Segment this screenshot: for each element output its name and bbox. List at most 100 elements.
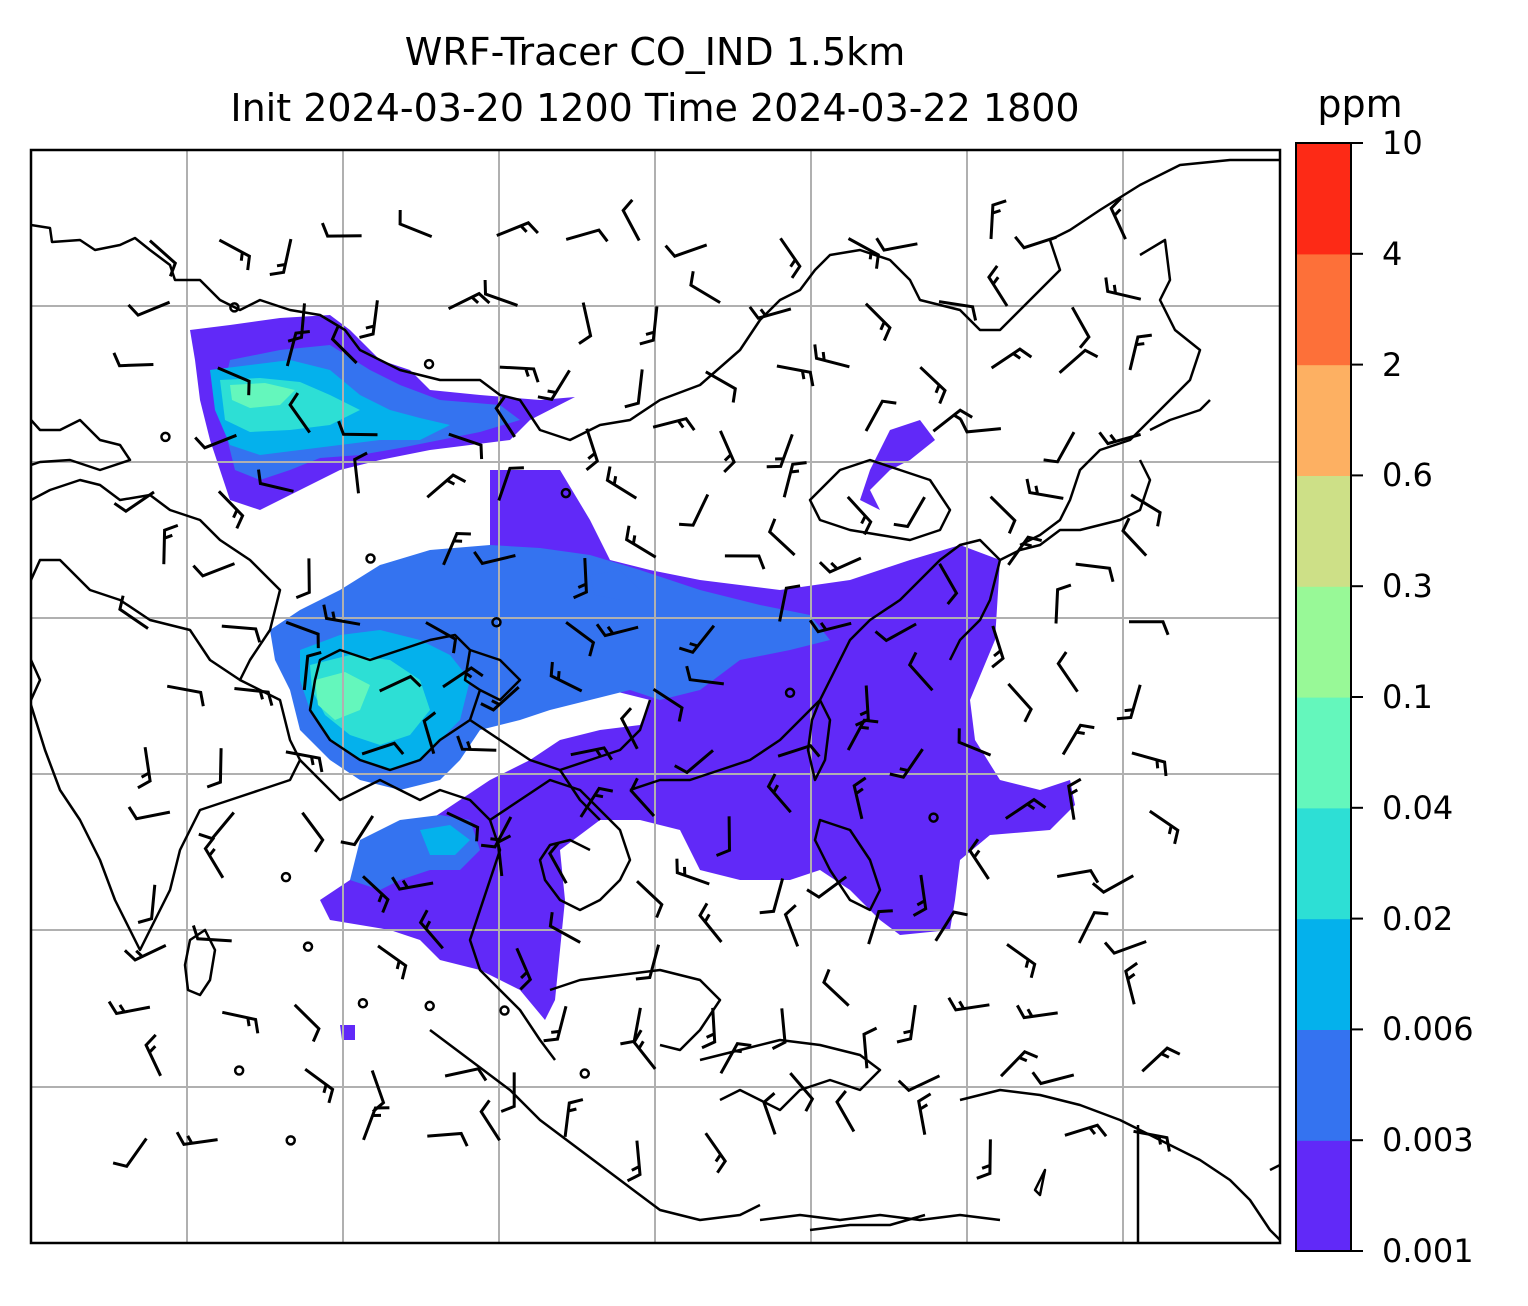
wind-barb (595, 623, 639, 638)
wind-barb (1141, 1046, 1181, 1073)
colorbar-tick-label: 10 (1382, 124, 1423, 162)
wind-barb (191, 925, 232, 943)
wind-barb (1121, 517, 1148, 557)
wind-barb (919, 366, 947, 405)
wind-barb (675, 858, 710, 886)
wind-barb (989, 199, 1007, 240)
wind-barb (585, 428, 600, 471)
wind-barb (818, 556, 862, 574)
wind-barb (846, 495, 873, 536)
wind-barb (762, 1092, 777, 1135)
colorbar-tick-label: 0.006 (1382, 1010, 1474, 1049)
wind-barb (473, 551, 516, 566)
wind-barb (221, 624, 262, 643)
wind-barb (719, 1041, 752, 1075)
wind-barb (1056, 868, 1100, 884)
wind-barb (579, 786, 614, 818)
wind-barb (563, 1098, 584, 1137)
colorbar-tick-label: 0.1 (1382, 678, 1433, 716)
wind-barb (370, 1070, 386, 1113)
wind-barb (766, 773, 792, 814)
wind-barb (578, 302, 593, 345)
wind-barb (1043, 431, 1076, 464)
wind-barb (808, 619, 852, 634)
wind-calm-marker (302, 941, 314, 952)
colorbar-tick-label: 0.6 (1382, 456, 1433, 495)
wind-calm-marker (285, 1135, 296, 1146)
wind-barb (1004, 797, 1047, 820)
wind-barb (1014, 235, 1057, 250)
wind-barb (626, 1140, 642, 1183)
wind-barb (137, 884, 157, 924)
wind-barb (852, 776, 867, 820)
wind-barb (442, 531, 471, 566)
wind-barb (652, 688, 684, 722)
wind-barb (624, 525, 657, 559)
wind-barb (678, 493, 710, 527)
wind-barb (127, 300, 171, 317)
wind-barb (632, 1029, 657, 1070)
wind-barb (322, 604, 361, 626)
wind-barb (548, 912, 581, 944)
wind-barb (257, 469, 294, 493)
wind-barb (1124, 961, 1139, 1005)
colorbar-unit-label: ppm (1317, 82, 1403, 126)
wind-barb (673, 749, 714, 775)
wind-barb (398, 209, 433, 238)
wind-barb (1058, 348, 1099, 374)
wind-barb (572, 558, 588, 600)
wind-barb (783, 904, 800, 947)
wind-calm-marker (579, 1068, 591, 1079)
wind-barb (968, 838, 990, 880)
wind-barb (127, 806, 171, 821)
wind-barb (947, 997, 990, 1012)
wind-barb (203, 836, 225, 879)
wind-barb (624, 369, 644, 409)
wind-barb (295, 558, 311, 599)
wind-barb (813, 344, 850, 369)
wind-barb (635, 880, 664, 919)
colorbar-segment (1296, 586, 1351, 698)
wind-barb (652, 416, 696, 431)
colorbar-tick-label: 0.04 (1382, 788, 1454, 827)
wind-barb (123, 944, 167, 962)
colorbar-ticks (1351, 142, 1363, 1252)
wind-barb (1015, 1004, 1058, 1020)
wind-barb (206, 748, 223, 789)
wind-barb (112, 352, 154, 368)
map-frame (29, 148, 1282, 1245)
wind-barb (162, 523, 179, 565)
wind-barb (444, 1067, 488, 1082)
wind-barb (1007, 535, 1043, 566)
wind-calm-marker (928, 812, 939, 823)
wind-barb (377, 944, 408, 980)
wind-barb (497, 466, 524, 501)
wind-barb (917, 1092, 932, 1135)
colorbar-tick-label: 2 (1382, 345, 1403, 384)
colorbar-tick-label: 4 (1382, 234, 1403, 273)
wind-calm-marker (160, 431, 171, 443)
wind-barb (938, 300, 978, 321)
wind-barb (715, 816, 732, 857)
wind-barb (549, 661, 583, 693)
wind-barb (1007, 682, 1033, 723)
wind-barb (912, 874, 928, 917)
wind-barb (1031, 1071, 1075, 1086)
wind-calm-marker (491, 617, 502, 628)
wind-barb (621, 198, 641, 242)
colorbar-segment (1296, 475, 1351, 587)
wind-barb (422, 711, 437, 755)
wind-barb (192, 562, 236, 578)
wind-barb (777, 743, 821, 758)
wind-barb (991, 625, 1005, 669)
wind-barb (217, 366, 251, 396)
wind-barb (678, 624, 716, 655)
wind-calm-marker (784, 687, 796, 699)
wind-barb (499, 365, 540, 383)
coastlines (31, 158, 1280, 1243)
wind-barb (1077, 911, 1109, 944)
wind-barb (867, 909, 893, 945)
wind-barb (689, 271, 721, 304)
wind-barb (547, 841, 568, 884)
wind-barb (302, 650, 322, 691)
